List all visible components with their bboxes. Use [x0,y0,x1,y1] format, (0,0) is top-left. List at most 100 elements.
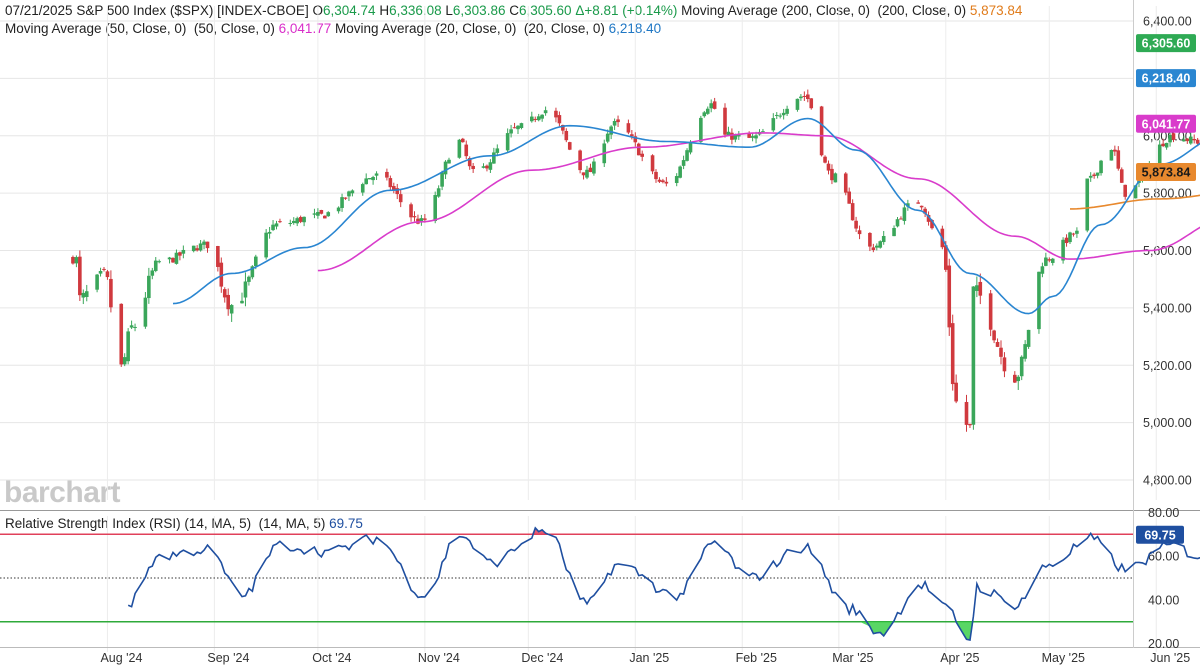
candle-body [761,131,765,133]
candle-body [1123,184,1127,197]
x-tick-label: Apr '25 [940,651,979,665]
candle-body [588,167,593,173]
candle-body [243,281,248,298]
candle-body [191,245,196,252]
candle-body [247,276,251,282]
candle-body [443,161,448,175]
candle-body [461,138,465,143]
candle-body [626,123,631,133]
candle-body [806,94,810,99]
candle-body [326,212,331,217]
ma20-badge: 6,218.40 [1136,69,1196,88]
ma200-badge-bg [1136,162,1196,181]
x-tick-label: Jan '25 [629,651,669,665]
candle-body [688,142,693,153]
candle-body [433,195,437,222]
candle-body [978,281,983,296]
candle-body [657,179,662,182]
candle-body [868,232,872,247]
header-date: 07/21/2025 [5,3,73,18]
candle-body [944,245,948,270]
candle-body [1099,160,1103,174]
close-badge-text: 6,305.60 [1142,37,1191,51]
candle-body [661,180,665,183]
candle-body [830,168,834,181]
price-y-tick-label: 5,200.00 [1143,359,1192,373]
candle-body [205,241,210,249]
header-ma20-label: Moving Average (20, Close, 0) (20, Close… [334,21,605,36]
candle-body [654,171,658,180]
candle-body [847,191,851,204]
ma20-badge-bg [1136,69,1196,88]
ma200-badge-text: 5,873.84 [1142,165,1191,179]
candle-body [892,227,896,237]
candle-body [516,125,520,130]
candle-body [1085,178,1090,231]
candle-body [457,139,462,158]
candle-body [274,223,279,227]
candle-body [157,261,161,263]
candle-body [1171,133,1176,140]
candle-body [1168,134,1172,143]
x-tick-label: Feb '25 [736,651,777,665]
candle-body [74,257,79,264]
candle-body [392,186,396,191]
x-tick-label: Oct '24 [312,651,351,665]
candle-body [1071,233,1076,235]
candle-body [1044,257,1048,266]
candle-body [823,156,827,163]
candle-body [1116,150,1121,169]
candle-body [533,118,538,120]
x-tick-label: Dec '24 [521,651,563,665]
rsi-badge-bg [1136,525,1184,544]
candle-body [881,236,886,243]
candle-body [423,218,427,220]
header-high: 6,336.08 [389,3,442,18]
candle-body [271,224,275,231]
candle-body [264,232,268,258]
candle-body [1075,230,1079,234]
barchart-logo: barchart [4,476,121,509]
candle-body [219,262,224,287]
candle-body [1109,150,1114,161]
candle-body [1185,138,1190,142]
candle-body [178,252,182,256]
candle-body [616,119,620,123]
ma200-line [1070,194,1200,210]
candle-body [1061,239,1065,261]
candle-body [388,178,393,188]
candle-body [147,275,151,299]
candle-body [198,243,203,251]
x-tick-label: Sep '24 [207,651,249,665]
candle-body [360,184,365,193]
candle-body [819,106,824,156]
candle-body [412,216,417,218]
candle-body [919,205,924,208]
candle-body [119,303,124,365]
candle-body [319,210,324,214]
x-tick-label: Aug '24 [100,651,142,665]
candle-body [992,330,996,341]
candle-body [1068,232,1072,243]
close-badge-bg [1136,34,1196,53]
x-tick-label: Jun '25 [1150,651,1190,665]
ma20-badge-text: 6,218.40 [1142,72,1191,86]
candle-body [971,286,976,425]
candle-body [167,257,172,260]
candle-body [968,423,972,426]
ma50-badge: 6,041.77 [1136,114,1196,133]
candle-body [488,162,493,170]
candle-body [561,124,565,131]
candle-body [609,126,613,135]
candle-body [298,217,303,222]
candle-body [1064,237,1069,244]
candle-body [153,260,158,271]
candle-body [871,247,876,251]
candle-body [143,297,148,327]
candle-body [464,144,469,157]
candle-body [930,220,934,229]
rsi-overbought-fill [128,527,1200,535]
candle-body [78,256,82,296]
price-y-tick-label: 5,000.00 [1143,416,1192,430]
candle-body [947,265,952,328]
